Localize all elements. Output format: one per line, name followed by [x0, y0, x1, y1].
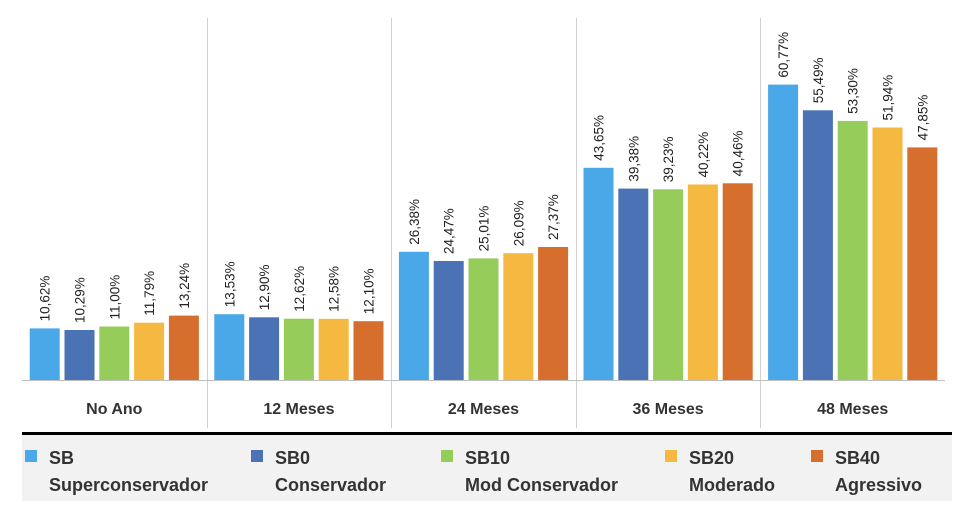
- legend-swatch: [25, 450, 37, 462]
- legend-label-line: SB10: [465, 448, 511, 468]
- category-label: 36 Meses: [633, 401, 704, 418]
- category-label: 24 Meses: [448, 401, 519, 418]
- legend-item: SB Superconservador: [25, 445, 208, 499]
- value-label: 26,09%: [511, 200, 526, 246]
- value-label: 11,00%: [107, 275, 122, 320]
- legend-item: SB0 Conservador: [251, 445, 386, 499]
- legend-label-line: SB40: [835, 448, 881, 468]
- value-label: 26,38%: [407, 199, 422, 245]
- category-separators: [207, 18, 761, 428]
- bar: [168, 315, 199, 380]
- legend-label: SB0 Conservador: [275, 445, 386, 499]
- bar: [318, 318, 349, 380]
- legend-item: SB10 Mod Conservador: [441, 445, 618, 499]
- legend-item: SB40 Agressivo: [811, 445, 922, 499]
- category-labels-group: No Ano 12 Meses 24 Meses 36 Meses 48 Meses: [86, 401, 888, 418]
- legend-label-line: Mod Conservador: [465, 475, 619, 495]
- bar: [214, 314, 245, 380]
- bar: [538, 247, 569, 380]
- legend-label: SB20 Moderado: [689, 445, 775, 499]
- category-label: No Ano: [86, 401, 143, 418]
- value-labels-group: 10,62% 10,29% 11,00% 11,79% 13,24% 13,53% 12,9…: [38, 32, 931, 323]
- bar: [283, 318, 314, 380]
- bar: [618, 188, 649, 380]
- value-label: 11,79%: [142, 271, 157, 316]
- bar: [722, 183, 753, 380]
- legend-label: SB Superconservador: [49, 445, 208, 499]
- legend-label-line: Agressivo: [835, 475, 923, 495]
- value-label: 60,77%: [776, 32, 791, 78]
- value-label: 24,47%: [442, 208, 457, 254]
- legend-label-line: Conservador: [275, 475, 387, 495]
- bar: [802, 110, 833, 381]
- value-label: 13,53%: [222, 261, 237, 307]
- legend-swatch: [665, 450, 677, 462]
- bar: [29, 328, 60, 380]
- value-label: 39,23%: [661, 137, 676, 183]
- legend-label: SB10 Mod Conservador: [465, 445, 618, 499]
- bar: [907, 147, 938, 380]
- value-label: 55,49%: [811, 58, 826, 104]
- bar: [99, 326, 130, 380]
- category-label: 48 Meses: [817, 401, 888, 418]
- legend-label-line: Superconservador: [49, 475, 209, 495]
- bar: [653, 189, 684, 380]
- value-label: 53,30%: [846, 68, 861, 114]
- bar: [64, 330, 95, 380]
- value-label: 40,22%: [696, 132, 711, 178]
- legend-swatch: [811, 450, 823, 462]
- legend-label-line: SB: [49, 448, 75, 468]
- value-label: 43,65%: [592, 115, 607, 161]
- legend-swatch: [251, 450, 263, 462]
- value-label: 25,01%: [477, 206, 492, 252]
- value-label: 40,46%: [731, 131, 746, 177]
- bar: [249, 317, 280, 380]
- bars-group: [29, 84, 938, 381]
- bar: [134, 322, 165, 380]
- category-label: 12 Meses: [263, 401, 334, 418]
- value-label: 13,24%: [177, 263, 192, 309]
- bar: [583, 167, 614, 380]
- bar: [768, 84, 799, 380]
- legend-item: SB20 Moderado: [665, 445, 775, 499]
- value-label: 12,58%: [327, 266, 342, 312]
- legend-label-line: SB0: [275, 448, 311, 468]
- value-label: 47,85%: [915, 95, 930, 141]
- bar: [837, 120, 868, 381]
- value-label: 27,37%: [546, 194, 561, 240]
- value-label: 12,62%: [292, 266, 307, 312]
- bar: [503, 253, 534, 380]
- value-label: 39,38%: [626, 136, 641, 182]
- bar: [872, 127, 903, 380]
- bar: [433, 261, 464, 380]
- legend-swatch: [441, 450, 453, 462]
- legend: SB Superconservador SB0 Conservador SB10 Mod …: [22, 432, 952, 501]
- value-label: 10,62%: [38, 276, 53, 322]
- legend-label-line: Moderado: [689, 475, 776, 495]
- value-label: 51,94%: [881, 75, 896, 121]
- bar: [353, 321, 384, 380]
- bar-chart: 10,62% 10,29% 11,00% 11,79% 13,24% 13,53% 12,9…: [22, 18, 945, 428]
- legend-label-line: SB20: [689, 448, 735, 468]
- value-label: 12,10%: [362, 268, 377, 314]
- bar: [687, 184, 718, 380]
- bar: [398, 251, 429, 380]
- value-label: 12,90%: [257, 265, 272, 311]
- legend-label: SB40 Agressivo: [835, 445, 922, 499]
- bar: [468, 258, 499, 380]
- value-label: 10,29%: [73, 277, 88, 323]
